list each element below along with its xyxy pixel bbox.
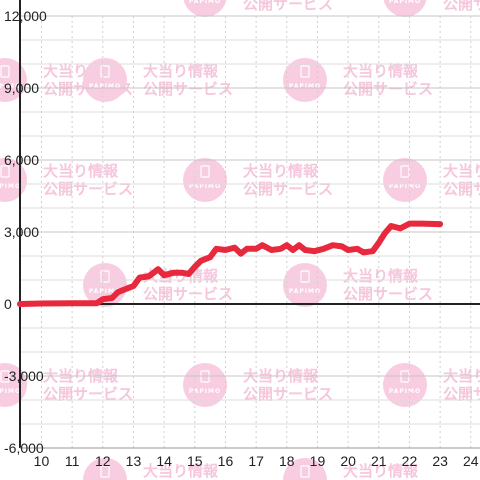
watermark-brand: PAPIMO (89, 83, 121, 90)
y-tick-label: 9,000 (4, 80, 39, 96)
y-tick-label: -3,000 (4, 368, 44, 384)
x-tick-label: 17 (248, 453, 264, 469)
watermark-line2: 公開サービス (243, 0, 333, 13)
watermark-line2: 公開サービス (243, 385, 333, 403)
gridlines (20, 15, 480, 449)
watermark-circle (183, 0, 227, 17)
watermark-circle (383, 363, 427, 407)
x-tick-label: 23 (432, 453, 448, 469)
watermark-brand: PAPIMO (189, 183, 221, 190)
y-tick-label: 0 (4, 296, 12, 312)
watermark-line2: 公開サービス (443, 385, 480, 403)
watermark-line1: 大当り情報 (343, 462, 419, 480)
watermark-line1: 大当り情報 (143, 62, 219, 80)
watermark-brand: PAPIMO (189, 0, 221, 5)
watermark-phone-icon (0, 65, 10, 78)
series-layer (17, 220, 444, 307)
watermark-line2: 公開サービス (443, 0, 480, 13)
watermark-line1: 大当り情報 (143, 462, 219, 480)
watermark-circle (83, 58, 127, 102)
watermark-circle (383, 0, 427, 17)
y-tick-label: -6,000 (4, 440, 44, 456)
watermark-line1: 大当り情報 (443, 162, 480, 180)
y-tick-label: 3,000 (4, 224, 39, 240)
watermark-phone-icon (300, 270, 310, 283)
watermark-brand: PAPIMO (289, 83, 321, 90)
watermark-brand: PAPIMO (89, 288, 121, 295)
watermark-phone-icon (300, 465, 310, 478)
x-tick-label: 18 (279, 453, 295, 469)
series-line-0 (17, 220, 444, 307)
watermark-phone-icon (0, 370, 10, 383)
watermark-brand: PAPIMO (389, 0, 421, 5)
watermark-phone-icon (100, 65, 110, 78)
x-tick-label: 21 (371, 453, 387, 469)
watermark-circle (283, 458, 327, 480)
watermark-phone-icon (200, 165, 210, 178)
x-tick-label: 11 (65, 453, 80, 469)
watermark-line1: 大当り情報 (343, 267, 419, 285)
watermark-circle (383, 158, 427, 202)
watermark-line1: 大当り情報 (43, 162, 119, 180)
watermark-brand: PAPIMO (389, 183, 421, 190)
watermark-line2: 公開サービス (343, 80, 433, 98)
x-tick-label: 16 (218, 453, 234, 469)
watermark-phone-icon (300, 65, 310, 78)
x-tick-label: 10 (34, 453, 50, 469)
x-tick-label: 22 (402, 453, 418, 469)
watermark-line2: 公開サービス (343, 285, 433, 303)
x-tick-label: 12 (95, 453, 111, 469)
watermark-circle (283, 58, 327, 102)
x-tick-label: 24 (463, 453, 479, 469)
watermark-circle (183, 363, 227, 407)
watermark-brand: PAPIMO (289, 288, 321, 295)
y-tick-label: 12,000 (4, 8, 47, 24)
y-tick-label: 6,000 (4, 152, 39, 168)
watermark-line2: 公開サービス (43, 385, 133, 403)
x-tick-label: 19 (310, 453, 326, 469)
watermark-brand: PAPIMO (0, 183, 21, 190)
watermark-brand: PAPIMO (0, 83, 21, 90)
watermark-phone-icon (0, 165, 10, 178)
watermark-brand: PAPIMO (0, 388, 21, 395)
watermark-circle (183, 158, 227, 202)
watermark-phone-icon (100, 270, 110, 283)
x-tick-label: 14 (156, 453, 172, 469)
watermark-circle (283, 263, 327, 307)
x-tick-label: 15 (187, 453, 203, 469)
x-tick-label: 20 (340, 453, 356, 469)
watermark-circle (83, 458, 127, 480)
watermark-line1: 大当り情報 (243, 162, 319, 180)
watermark-line1: 大当り情報 (343, 62, 419, 80)
watermark-line2: 公開サービス (143, 285, 233, 303)
watermark-line2: 公開サービス (43, 180, 133, 198)
watermark-phone-icon (100, 465, 110, 478)
watermark-line2: 公開サービス (443, 180, 480, 198)
watermark-brand: PAPIMO (189, 388, 221, 395)
x-tick-label: 13 (126, 453, 142, 469)
watermark-brand: PAPIMO (389, 388, 421, 395)
watermark-line2: 公開サービス (143, 80, 233, 98)
